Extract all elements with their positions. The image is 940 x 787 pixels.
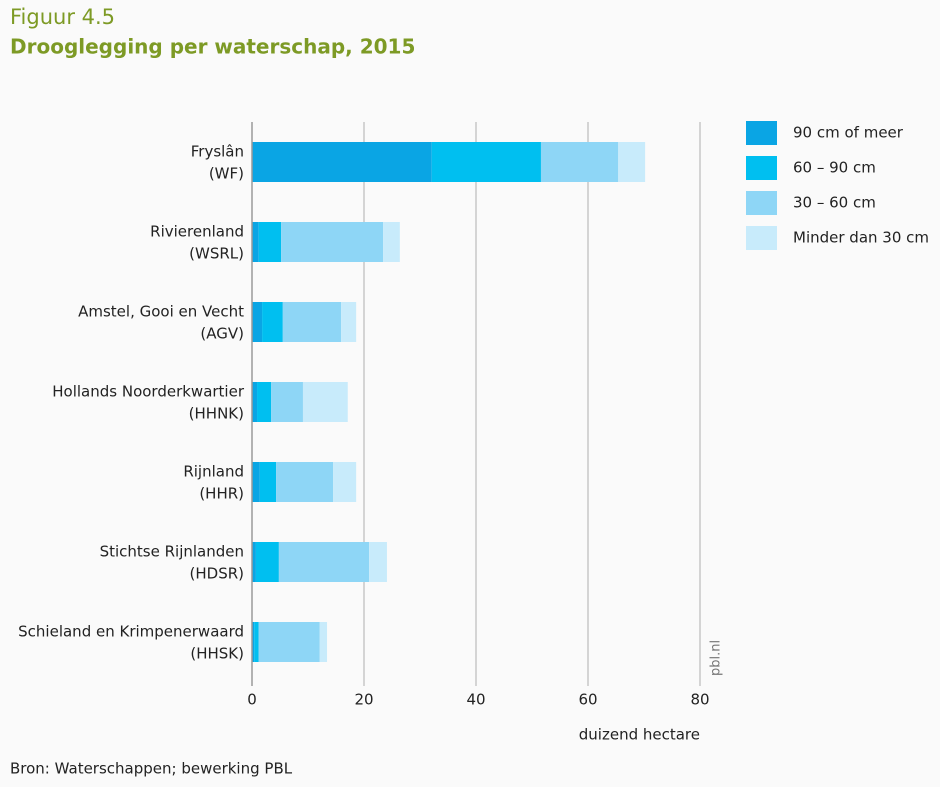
legend-swatch [746, 226, 777, 250]
legend-label: 30 – 60 cm [793, 194, 876, 212]
bar-segment [540, 142, 619, 182]
y-tick-label: (AGV) [200, 325, 244, 343]
legend-label: Minder dan 30 cm [793, 229, 929, 247]
bar-segment [369, 542, 387, 582]
bar-segment [431, 142, 541, 182]
bar-segment [302, 382, 348, 422]
y-tick-label: (HDSR) [190, 565, 244, 583]
y-tick-label: Schieland en Krimpenerwaard [18, 623, 244, 641]
bar-segment [341, 302, 357, 342]
y-tick-label: (HHNK) [189, 405, 244, 423]
legend-label: 90 cm of meer [793, 124, 904, 142]
y-tick-label: (HHR) [199, 485, 244, 503]
bar-segment [618, 142, 646, 182]
bar-segment [252, 302, 263, 342]
x-tick-label: 20 [354, 691, 373, 709]
y-tick-label: Amstel, Gooi en Vecht [78, 303, 244, 321]
watermark: pbl.nl [709, 640, 724, 676]
bar-segment [262, 302, 283, 342]
legend-swatch [746, 121, 777, 145]
y-tick-label: (WSRL) [189, 245, 244, 263]
bar-segment [255, 542, 279, 582]
chart-title: Figuur 4.5 [10, 5, 115, 29]
x-tick-label: 40 [466, 691, 485, 709]
y-tick-label: Rivierenland [150, 223, 244, 241]
bar-segment [252, 382, 258, 422]
legend-swatch [746, 191, 777, 215]
legend-swatch [746, 156, 777, 180]
bar-segment [254, 622, 259, 662]
bar-segment [257, 382, 272, 422]
bar-segment [278, 542, 370, 582]
bar-segment [252, 622, 255, 662]
y-tick-label: Stichtse Rijnlanden [100, 543, 244, 561]
x-axis-label: duizend hectare [579, 726, 700, 744]
bar-segment [282, 302, 342, 342]
bar-segment [319, 622, 328, 662]
bar-segment [252, 462, 260, 502]
bar-segment [259, 462, 277, 502]
x-tick-label: 0 [247, 691, 257, 709]
x-tick-label: 80 [690, 691, 709, 709]
bar-segment [333, 462, 357, 502]
bar-segment [252, 142, 432, 182]
y-tick-label: (HHSK) [190, 645, 244, 663]
bar-segment [252, 542, 256, 582]
legend-label: 60 – 90 cm [793, 159, 876, 177]
bar-segment [271, 382, 303, 422]
y-tick-label: Hollands Noorderkwartier [52, 383, 245, 401]
bar-segment [252, 222, 259, 262]
y-tick-label: (WF) [209, 165, 244, 183]
bar-segment [383, 222, 400, 262]
bar-segment [276, 462, 334, 502]
bar-segment [258, 622, 320, 662]
y-tick-label: Fryslân [191, 143, 244, 161]
bar-segment [281, 222, 384, 262]
bar-segment [258, 222, 282, 262]
chart-subtitle: Drooglegging per waterschap, 2015 [10, 35, 415, 59]
y-tick-label: Rijnland [183, 463, 244, 481]
x-tick-label: 60 [578, 691, 597, 709]
source-note: Bron: Waterschappen; bewerking PBL [10, 760, 293, 778]
